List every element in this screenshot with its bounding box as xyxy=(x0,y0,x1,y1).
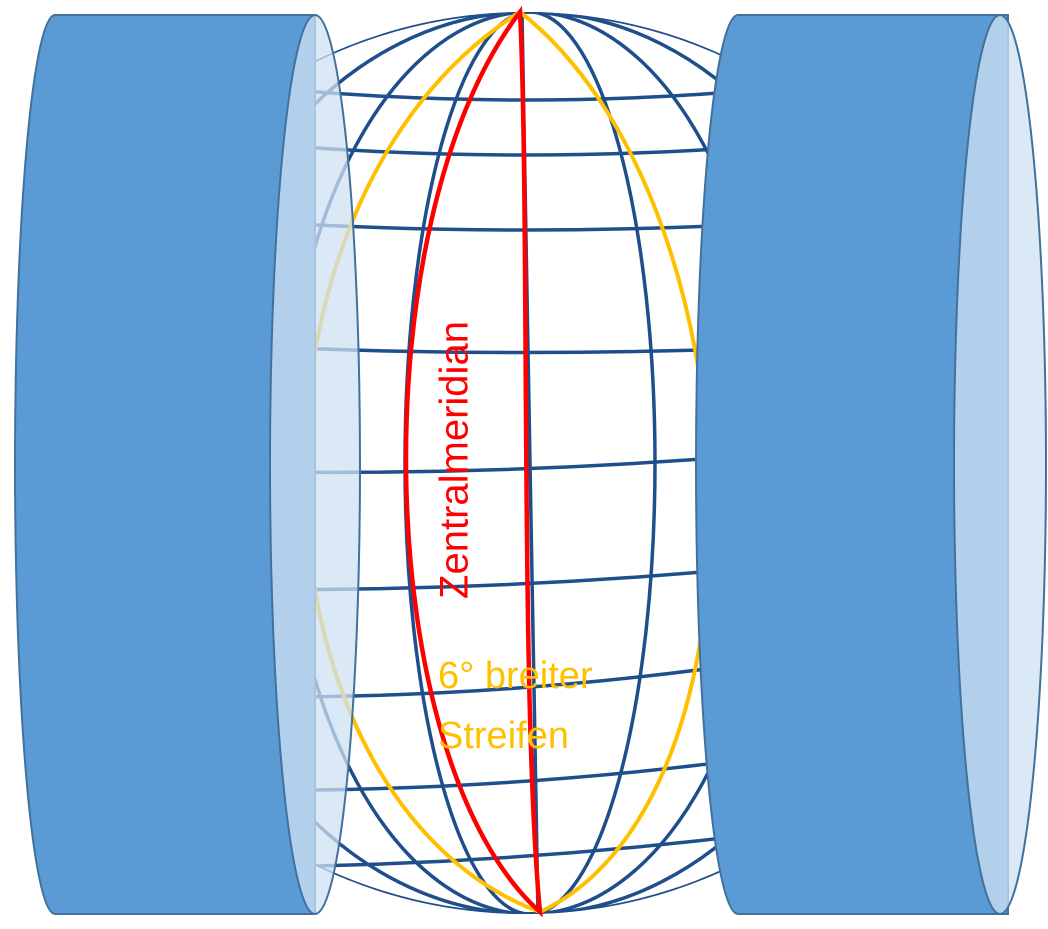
central-meridian-line xyxy=(403,5,543,918)
strip-label: Streifen xyxy=(438,715,569,757)
central-meridian-label: Zentralmeridian xyxy=(433,321,477,599)
left-cylinder xyxy=(14,14,361,915)
cylinder-body xyxy=(14,14,316,915)
strip-label: 6° breiter xyxy=(438,655,593,697)
cylinder-body xyxy=(695,14,1009,915)
cylinder-cap xyxy=(953,14,1047,915)
cylinder-cap xyxy=(269,14,361,915)
right-cylinder xyxy=(695,14,1047,915)
